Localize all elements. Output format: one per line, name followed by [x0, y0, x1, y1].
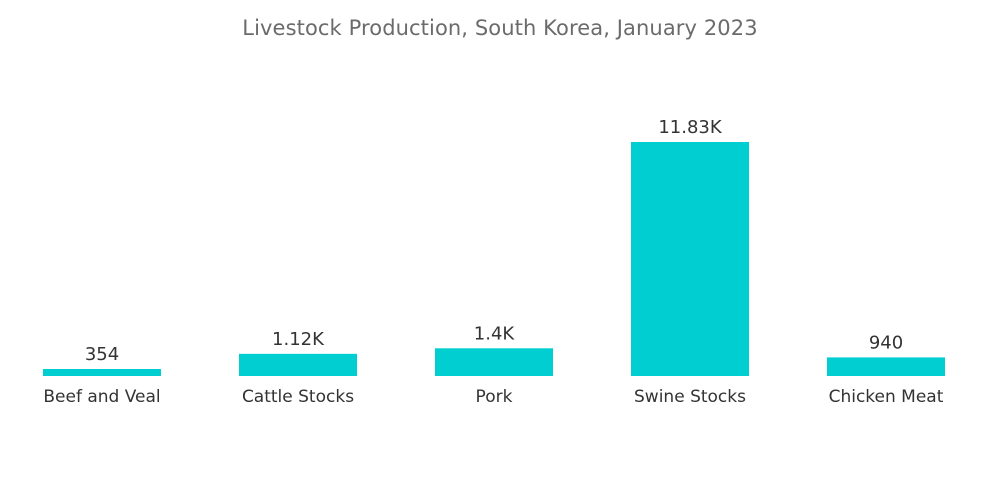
data-labels-group: 354 1.12K 1.4K 11.83K 940	[85, 117, 903, 365]
category-label: Chicken Meat	[829, 387, 944, 407]
bar-cattle-stocks	[239, 353, 357, 376]
bar-swine-stocks	[631, 142, 749, 376]
data-label: 11.83K	[658, 117, 723, 138]
category-label: Cattle Stocks	[242, 387, 354, 407]
data-label: 1.12K	[272, 329, 325, 350]
category-labels-group: Beef and Veal Cattle Stocks Pork Swine Stoc…	[43, 387, 943, 407]
bar-beef-and-veal	[43, 368, 161, 376]
category-label: Pork	[476, 387, 513, 407]
category-label: Beef and Veal	[43, 387, 160, 407]
category-label: Swine Stocks	[634, 387, 746, 407]
bar-pork	[435, 348, 553, 376]
bars-group	[43, 142, 945, 376]
data-label: 1.4K	[474, 323, 516, 344]
bar-chicken-meat	[827, 357, 945, 376]
chart-title: Livestock Production, South Korea, Janua…	[242, 16, 758, 40]
data-label: 354	[85, 344, 119, 365]
data-label: 940	[869, 332, 903, 353]
